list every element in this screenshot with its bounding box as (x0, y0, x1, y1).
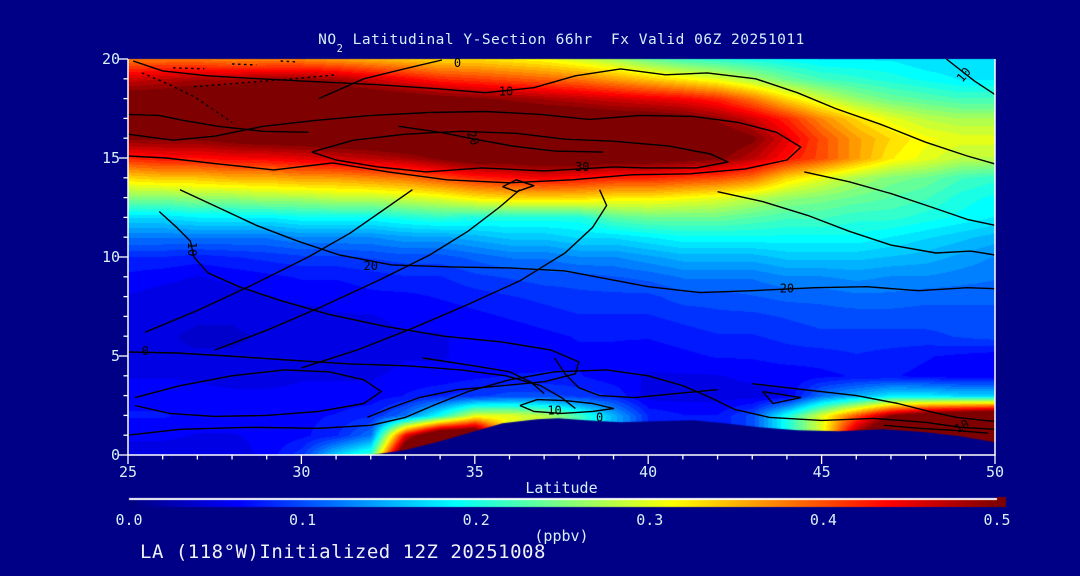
y-tick-label: 0 (110, 446, 120, 464)
x-tick-label: 45 (812, 463, 831, 481)
contour-line (132, 60, 996, 165)
y-tick-label: 10 (101, 248, 120, 266)
x-tick-label: 25 (118, 463, 138, 481)
colorbar-tick-label: 0.4 (809, 511, 837, 529)
contour-line (231, 63, 257, 66)
contour-line (280, 60, 298, 63)
x-axis-label: Latitude (525, 479, 598, 497)
y-tick-label: 5 (110, 347, 120, 365)
y-tick-label: 15 (101, 149, 120, 167)
contour-label: 20 (464, 129, 482, 147)
contour-label: 10 (185, 242, 199, 256)
x-tick-label: 50 (985, 463, 1005, 481)
colorbar-unit-label: (ppbv) (534, 527, 589, 545)
contour-line (179, 189, 996, 294)
init-annotation: LA (118°W)Initialized 12Z 20251008 (140, 541, 546, 563)
contour-label: 0 (454, 56, 461, 70)
contour-line (945, 58, 996, 96)
contour-label: 10 (499, 85, 513, 99)
colorbar-tick-label: 0.2 (462, 511, 490, 529)
contour-line (214, 189, 521, 351)
contour-line (127, 351, 576, 410)
contour-line (554, 357, 718, 399)
contour-line (883, 424, 989, 434)
contour-line (502, 179, 535, 193)
contour-label: 10 (952, 417, 972, 436)
x-tick-label: 30 (292, 463, 311, 481)
contour-line (127, 113, 309, 133)
contour-label: 0 (596, 410, 603, 424)
colorbar-tick-label: 0.5 (983, 511, 1011, 529)
contour-line (127, 369, 996, 436)
contour-label: 20 (364, 259, 378, 273)
contour-line (301, 189, 608, 369)
contour-line (145, 189, 413, 333)
contour-line (311, 130, 729, 173)
x-tick-label: 40 (639, 463, 658, 481)
colorbar-tick-label: 0.1 (289, 511, 317, 529)
contour-line (762, 390, 802, 405)
contour-line (422, 357, 545, 395)
contour-label: 30 (575, 160, 589, 174)
contour-label: 10 (547, 403, 561, 417)
contour-label: 0 (142, 344, 149, 358)
contour-label: 20 (780, 282, 794, 296)
contour-line (717, 191, 996, 256)
x-tick-label: 35 (465, 463, 484, 481)
title-rest: Latitudinal Y-Section 66hr Fx Valid 06Z … (343, 32, 805, 48)
contour-line (173, 67, 205, 70)
contour-line (804, 171, 996, 226)
colorbar-tick-label: 0.0 (115, 511, 143, 529)
contour-line (318, 59, 443, 100)
contour-line (752, 383, 996, 422)
contour-line (141, 72, 233, 123)
contour-line (519, 398, 615, 415)
contour-line (398, 125, 604, 153)
y-tick-label: 20 (101, 50, 120, 68)
colorbar-tick-label: 0.3 (636, 511, 664, 529)
contour-line (193, 74, 337, 88)
contour-line (134, 369, 382, 418)
contour-line (127, 110, 802, 184)
contour-line (158, 210, 580, 419)
chart-title: NO2 Latitudinal Y-Section 66hr Fx Valid … (128, 32, 995, 55)
title-subscript: 2 (336, 42, 344, 55)
title-prefix: NO (318, 32, 337, 48)
